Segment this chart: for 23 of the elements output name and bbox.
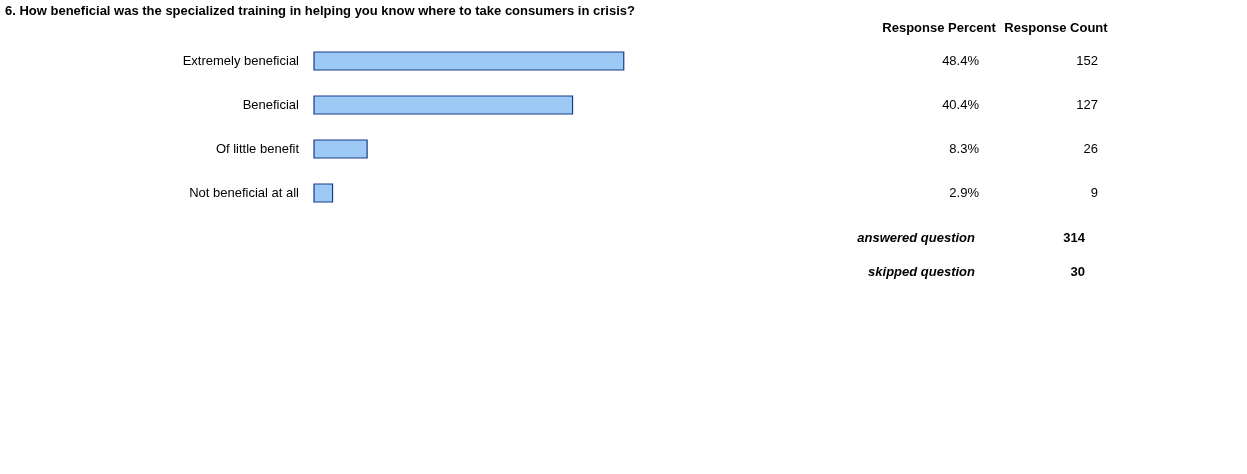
y-tick-label: Extremely beneficial bbox=[182, 53, 300, 68]
text: 314 bbox=[1063, 230, 1086, 245]
text: 9 bbox=[1090, 185, 1098, 200]
data-label: 48.4% bbox=[942, 53, 980, 68]
text: 30 bbox=[1070, 264, 1085, 279]
text: Response Percent bbox=[882, 20, 997, 35]
bar bbox=[313, 139, 368, 159]
y-tick-label: Of little benefit bbox=[215, 141, 300, 156]
bar bbox=[313, 51, 625, 71]
text: Response Count bbox=[1004, 20, 1109, 35]
text: 127 bbox=[1076, 97, 1098, 112]
chart-title: 6. How beneficial was the specialized training in helping you know where to take consumers in crisis? bbox=[5, 3, 635, 18]
data-label: 8.3% bbox=[949, 141, 980, 156]
data-label: 40.4% bbox=[942, 97, 980, 112]
bar bbox=[313, 95, 574, 115]
text: 26 bbox=[1083, 141, 1098, 156]
text: answered question bbox=[857, 230, 976, 245]
text: 152 bbox=[1076, 53, 1098, 68]
bar bbox=[313, 183, 334, 203]
y-tick-label: Not beneficial at all bbox=[189, 185, 300, 200]
text: skipped question bbox=[868, 264, 976, 279]
y-tick-label: Beneficial bbox=[242, 97, 300, 112]
data-label: 2.9% bbox=[949, 185, 980, 200]
